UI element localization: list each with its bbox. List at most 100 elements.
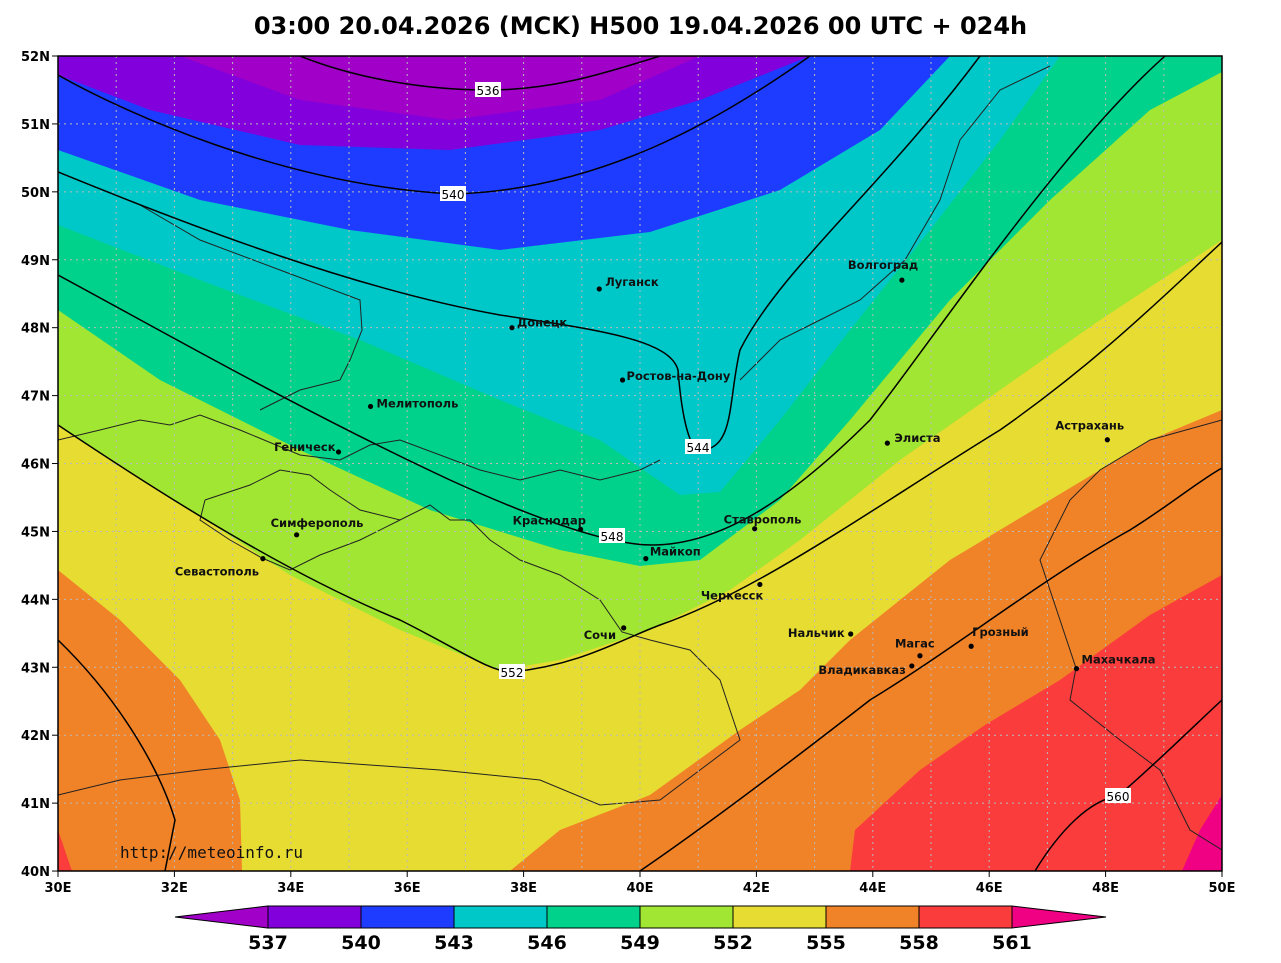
city-dot xyxy=(1073,666,1080,672)
city-label: Симферополь xyxy=(271,516,364,530)
lat-label: 51N xyxy=(21,118,50,133)
lon-label: 44E xyxy=(859,881,886,896)
city-label: Ростов-на-Дону xyxy=(627,369,731,383)
city-dot xyxy=(335,449,342,455)
contour-label: 544 xyxy=(687,441,710,455)
axis-labels: 52N51N50N49N48N47N46N45N44N43N42N41N40N3… xyxy=(21,50,1235,896)
contour-label-bg xyxy=(499,664,525,679)
city-marker: Черкесск xyxy=(701,581,764,602)
city-dot xyxy=(968,643,974,649)
band-555-558-west xyxy=(58,570,242,871)
lat-label: 47N xyxy=(21,390,50,405)
lat-label: 48N xyxy=(21,322,50,337)
colorbar-segment xyxy=(267,905,362,929)
contour-label: 536 xyxy=(477,84,500,98)
city-label: Грозный xyxy=(972,625,1029,639)
coastlines xyxy=(58,65,1222,851)
city-marker: Севастополь xyxy=(175,556,266,579)
colorbar-tick-label: 540 xyxy=(341,932,381,954)
colorbar-segment xyxy=(546,905,641,929)
colorbar-tick-label: 558 xyxy=(899,932,939,954)
lat-label: 44N xyxy=(21,593,50,608)
lon-label: 50E xyxy=(1209,881,1236,896)
cities: Луганск Донецк Ростов-на-Дону Мелитополь Ген… xyxy=(175,258,1156,677)
contour-label: 552 xyxy=(501,666,524,680)
city-marker: Астрахань xyxy=(1055,419,1124,443)
city-label: Черкесск xyxy=(701,588,764,602)
band-558-561-west xyxy=(58,830,72,871)
city-marker: Донецк xyxy=(509,316,567,331)
city-label: Ставрополь xyxy=(724,513,802,527)
city-dot xyxy=(848,631,854,637)
lat-label: 43N xyxy=(21,661,50,676)
city-dot xyxy=(643,556,649,562)
band-above-561 xyxy=(1182,795,1222,871)
lon-label: 40E xyxy=(627,881,654,896)
colorbar: 537 540 543 546 549 552 555 558 561 xyxy=(174,905,1107,954)
city-dot xyxy=(294,532,300,538)
city-dot xyxy=(884,440,890,446)
city-marker: Геническ xyxy=(274,440,342,455)
lat-label: 45N xyxy=(21,525,50,540)
colorbar-segment xyxy=(825,905,920,929)
city-dot xyxy=(619,377,626,383)
lat-label: 42N xyxy=(21,729,50,744)
lat-label: 49N xyxy=(21,254,50,269)
contour-label-bg xyxy=(599,528,625,543)
city-label: Владикавказ xyxy=(818,663,905,677)
lat-label: 52N xyxy=(21,50,50,65)
city-marker: Волгоград xyxy=(848,258,918,283)
lon-label: 48E xyxy=(1092,881,1119,896)
city-marker: Сочи xyxy=(584,625,627,642)
city-label: Геническ xyxy=(274,440,336,454)
contour-label: 548 xyxy=(601,530,624,544)
city-marker: Махачкала xyxy=(1073,653,1156,672)
colorbar-min-arrow xyxy=(174,905,269,929)
city-marker: Ростов-на-Дону xyxy=(619,369,731,383)
colorbar-max-arrow xyxy=(1011,905,1107,929)
colorbar-tick-label: 546 xyxy=(527,932,567,954)
colorbar-tick-label: 555 xyxy=(806,932,846,954)
city-dot xyxy=(260,556,266,562)
city-dot xyxy=(909,663,915,669)
city-dot xyxy=(1104,437,1110,443)
city-label: Элиста xyxy=(894,431,940,445)
lon-label: 42E xyxy=(743,881,770,896)
city-label: Краснодар xyxy=(513,513,586,527)
city-marker: Элиста xyxy=(884,431,941,446)
city-label: Майкоп xyxy=(650,545,701,559)
city-dot xyxy=(367,403,374,410)
lon-label: 34E xyxy=(277,881,304,896)
contour-548 xyxy=(58,56,1166,546)
city-dot xyxy=(596,286,602,292)
city-marker: Симферополь xyxy=(271,516,364,538)
city-marker: Нальчик xyxy=(788,626,854,640)
lon-label: 46E xyxy=(976,881,1003,896)
colorbar-tick-label: 549 xyxy=(620,932,660,954)
city-label: Магас xyxy=(895,637,935,651)
colorbar-segment xyxy=(732,905,827,929)
lat-label: 46N xyxy=(21,458,50,473)
city-label: Луганск xyxy=(605,275,659,289)
city-dot xyxy=(752,526,758,532)
contour-552 xyxy=(58,241,1222,673)
colorbar-segment xyxy=(360,905,455,929)
city-label: Волгоград xyxy=(848,258,918,272)
city-dot xyxy=(899,277,905,283)
city-label: Нальчик xyxy=(788,626,845,640)
grid-lines xyxy=(58,56,1222,871)
city-dot xyxy=(621,625,627,631)
city-label: Сочи xyxy=(584,628,616,642)
city-label: Мелитополь xyxy=(377,396,459,410)
contour-label-bg xyxy=(685,439,711,454)
colorbar-tick-label: 537 xyxy=(248,932,288,954)
city-label: Махачкала xyxy=(1082,653,1156,667)
city-label: Севастополь xyxy=(175,565,259,579)
city-dot xyxy=(917,653,923,659)
contour-labels: 536 540 544 548 552 560 xyxy=(440,82,1131,804)
lon-label: 36E xyxy=(394,881,421,896)
colorbar-segment xyxy=(639,905,734,929)
watermark: http://meteoinfo.ru xyxy=(120,843,303,862)
city-marker: Ставрополь xyxy=(724,513,802,532)
